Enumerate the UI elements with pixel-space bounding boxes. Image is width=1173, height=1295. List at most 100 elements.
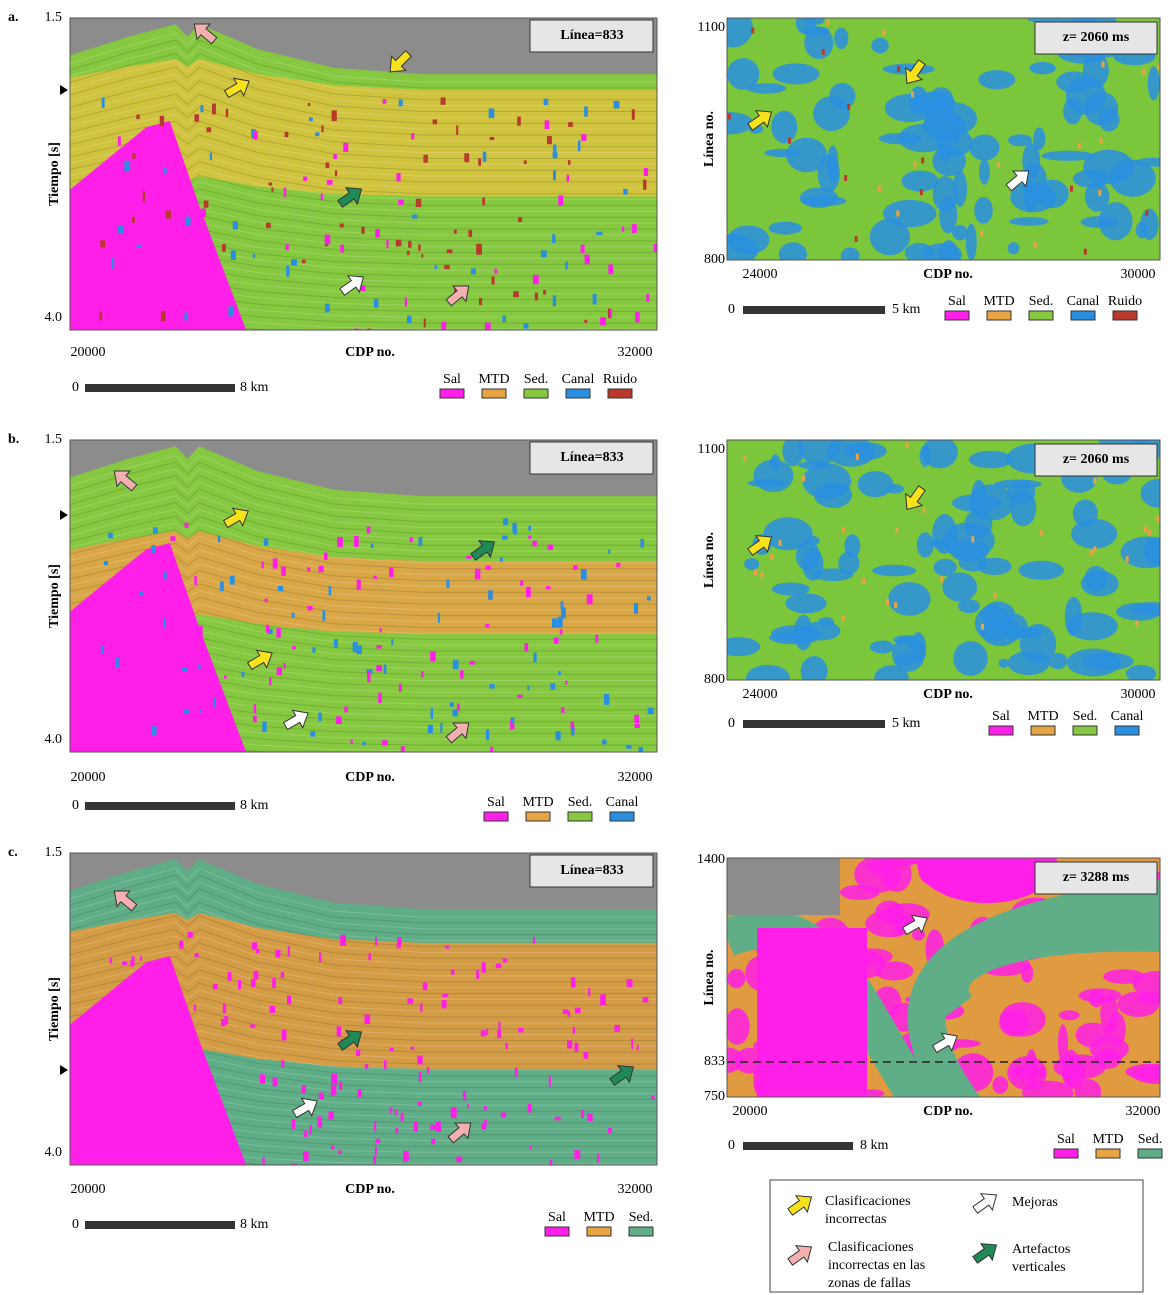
speckle — [391, 639, 393, 645]
map-speckle — [896, 211, 899, 217]
speckle — [442, 1000, 447, 1008]
seismic-section — [70, 18, 657, 341]
panel-label: b. — [8, 432, 19, 447]
speckle — [272, 978, 276, 988]
map-speckle — [878, 186, 881, 192]
map-speckle — [1090, 549, 1093, 555]
speckle — [364, 1015, 370, 1024]
speckle — [578, 141, 581, 152]
speckle — [228, 306, 233, 316]
legend-swatch — [1031, 726, 1055, 735]
speckle — [389, 567, 393, 577]
speckle — [418, 537, 422, 546]
legend-swatch — [545, 1227, 569, 1236]
map-blob — [1020, 624, 1056, 664]
speckle — [325, 304, 329, 313]
speckle — [414, 1121, 418, 1131]
speckle — [476, 244, 482, 255]
speckle — [164, 168, 167, 174]
scale-start: 0 — [728, 1138, 735, 1153]
speckle — [442, 994, 448, 997]
speckle — [125, 1087, 131, 1091]
speckle — [164, 618, 166, 629]
map-speckle — [940, 576, 943, 582]
map-blob — [1018, 561, 1063, 580]
speckle — [180, 1045, 183, 1052]
map-blob — [779, 242, 807, 266]
map-blob — [1148, 66, 1160, 100]
speckle — [583, 1052, 588, 1059]
speckle — [157, 168, 162, 175]
speckle — [476, 969, 479, 979]
y-tick-label: 1.5 — [45, 845, 63, 860]
speckle — [384, 1060, 386, 1069]
speckle — [418, 244, 420, 250]
map-speckle — [1126, 556, 1129, 562]
speckle — [365, 1064, 368, 1069]
speckle — [374, 299, 378, 308]
speckle — [565, 681, 567, 685]
speckle — [528, 526, 531, 531]
speckle — [322, 610, 325, 620]
speckle — [332, 110, 337, 121]
x-tick-label: 32000 — [618, 1182, 653, 1197]
speckle — [397, 943, 401, 948]
speckle — [407, 998, 413, 1003]
map-speckle — [743, 456, 746, 462]
speckle — [179, 614, 185, 625]
speckle — [231, 250, 236, 260]
speckle — [567, 1040, 572, 1048]
speckle — [128, 984, 131, 994]
legend-label: MTD — [583, 1210, 614, 1225]
speckle — [281, 972, 284, 978]
map-speckle — [728, 113, 731, 119]
speckle — [553, 295, 556, 306]
map-blob — [841, 248, 860, 264]
speckle — [307, 606, 312, 610]
speckle — [375, 229, 380, 238]
y-axis-label: Línea no. — [702, 949, 717, 1005]
speckle — [431, 1139, 435, 1144]
speckle — [334, 639, 338, 648]
y-tick-label: 4.0 — [45, 732, 63, 747]
speckle — [390, 1107, 392, 1113]
speckle — [367, 329, 371, 335]
z-box: z= 3288 ms — [1063, 870, 1130, 885]
map-blob — [1059, 1010, 1080, 1020]
speckle — [518, 217, 522, 222]
map-blob — [1010, 490, 1036, 527]
map-speckle — [788, 138, 791, 144]
map-blob — [727, 58, 759, 90]
speckle — [251, 979, 256, 987]
scale-start: 0 — [72, 798, 79, 813]
speckle — [375, 937, 377, 945]
y-tick-label: 800 — [704, 252, 725, 267]
speckle — [130, 960, 132, 966]
speckle — [353, 642, 358, 652]
speckle — [581, 575, 586, 580]
speckle — [456, 125, 458, 135]
speckle — [501, 1112, 506, 1117]
key-label: Artefactos — [1012, 1242, 1070, 1257]
speckle — [515, 1067, 518, 1076]
speckle — [238, 980, 241, 989]
map-blob — [1021, 964, 1033, 983]
speckle — [242, 672, 245, 677]
speckle — [351, 740, 353, 744]
speckle — [608, 549, 610, 554]
speckle — [435, 265, 438, 269]
speckle — [453, 660, 459, 669]
speckle — [600, 994, 606, 1005]
speckle — [175, 212, 181, 219]
y-tick-label: 4.0 — [45, 1145, 63, 1160]
map-blob — [801, 656, 828, 686]
speckle — [338, 997, 342, 1004]
speckle — [221, 1019, 226, 1026]
legend-swatch — [629, 1227, 653, 1236]
speckle — [503, 958, 507, 962]
map-speckle — [997, 162, 1000, 168]
speckle — [654, 244, 657, 252]
speckle — [643, 180, 646, 190]
speckle — [651, 1096, 654, 1099]
speckle — [253, 131, 258, 139]
